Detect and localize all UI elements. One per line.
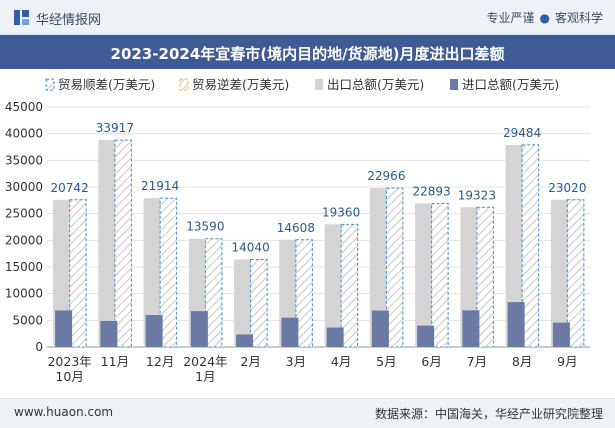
import-bar xyxy=(145,315,163,347)
import-bar xyxy=(371,310,389,347)
data-source: 数据来源：中国海关，华经产业研究院整理 xyxy=(374,407,603,421)
surplus-bar xyxy=(385,187,404,348)
x-tick-label: 2023年 xyxy=(47,354,91,369)
import-bar xyxy=(100,320,118,347)
y-tick-label: 30000 xyxy=(5,180,43,194)
import-bar xyxy=(281,317,299,347)
y-tick-label: 5000 xyxy=(12,313,43,327)
y-tick-label: 40000 xyxy=(5,127,43,141)
surplus-bar xyxy=(340,223,359,348)
y-tick-label: 15000 xyxy=(5,260,43,274)
x-tick-label: 2月 xyxy=(240,354,260,369)
legend-swatch-1 xyxy=(45,78,55,91)
x-tick-label: 12月 xyxy=(146,354,174,369)
data-label: 22966 xyxy=(367,169,405,183)
import-bar xyxy=(507,302,525,347)
title-bar: 2023-2024年宜春市(境内目的地/货源地)月度进出口差额 xyxy=(0,35,615,69)
data-labels: 20742 33917 21914 13590 14040 14608 19360 22966… xyxy=(51,121,587,254)
import-bar xyxy=(55,310,73,347)
x-tick-label: 6月 xyxy=(421,354,441,369)
data-label: 14608 xyxy=(277,221,315,235)
import-bar xyxy=(552,322,570,347)
surplus-bar xyxy=(250,259,268,348)
legend-label-1: 贸易顺差(万美元) xyxy=(58,77,155,92)
tagline-dot-icon: ● xyxy=(539,11,550,25)
x-tick-label: 8月 xyxy=(512,354,532,369)
data-label: 21914 xyxy=(141,179,179,193)
legend-label-2: 贸易逆差(万美元) xyxy=(192,77,289,92)
y-tick-label: 45000 xyxy=(5,100,43,114)
import-bar xyxy=(190,311,208,347)
data-label: 33917 xyxy=(96,121,134,135)
surplus-bar xyxy=(476,206,494,348)
bar-chart: 贸易顺差(万美元) 贸易逆差(万美元) 出口总额(万美元) 进口总额(万美元) 0 50… xyxy=(5,77,590,384)
bars xyxy=(53,139,585,348)
import-bar xyxy=(326,327,344,347)
gridlines xyxy=(47,106,590,348)
tagline: 专业严谨 ● 客观科学 xyxy=(486,9,603,26)
surplus-bar xyxy=(566,199,585,348)
x-tick-label: 2024年 xyxy=(183,354,227,369)
footer-bar: www.huaon.com 数据来源：中国海关，华经产业研究院整理 xyxy=(0,398,615,428)
x-tick-label: 7月 xyxy=(467,354,487,369)
legend-swatch-4 xyxy=(450,79,458,90)
x-tick-label: 11月 xyxy=(101,354,129,369)
y-axis-ticks: 0 5000 10000 15000 20000 25000 30000 35000 40000… xyxy=(5,100,43,354)
top-banner: 华经情报网 专业严谨 ● 客观科学 xyxy=(0,0,615,35)
legend-label-4: 进口总额(万美元) xyxy=(462,77,559,92)
data-label: 19323 xyxy=(458,188,496,202)
data-label: 19360 xyxy=(322,205,360,219)
x-tick-label: 9月 xyxy=(557,354,577,369)
x-tick-label: 10月 xyxy=(55,369,83,384)
x-tick-label: 1月 xyxy=(195,369,215,384)
surplus-bar xyxy=(431,203,449,348)
y-tick-label: 35000 xyxy=(5,153,43,167)
tagline-right: 客观科学 xyxy=(554,11,603,25)
surplus-bar xyxy=(159,197,178,348)
legend-label-3: 出口总额(万美元) xyxy=(327,77,424,92)
import-bar xyxy=(462,310,480,347)
surplus-bar xyxy=(521,144,540,348)
data-label: 13590 xyxy=(186,220,224,234)
data-label: 23020 xyxy=(548,181,586,195)
import-bar xyxy=(417,325,435,347)
surplus-bar xyxy=(204,238,223,348)
y-tick-label: 20000 xyxy=(5,233,43,247)
x-tick-label: 5月 xyxy=(376,354,396,369)
brand-name: 华经情报网 xyxy=(36,13,102,28)
chart-title: 2023-2024年宜春市(境内目的地/货源地)月度进出口差额 xyxy=(110,45,505,63)
huajing-logo-icon xyxy=(14,10,29,25)
data-label: 29484 xyxy=(503,126,541,140)
y-tick-label: 10000 xyxy=(5,287,43,301)
data-label: 22893 xyxy=(413,185,451,199)
y-tick-label: 25000 xyxy=(5,207,43,221)
chart-legend: 贸易顺差(万美元) 贸易逆差(万美元) 出口总额(万美元) 进口总额(万美元) xyxy=(45,77,559,92)
surplus-bar xyxy=(114,139,132,348)
surplus-bar xyxy=(295,239,313,348)
y-tick-label: 0 xyxy=(35,340,43,354)
x-tick-label: 4月 xyxy=(331,354,351,369)
data-label: 14040 xyxy=(232,241,270,255)
surplus-bar xyxy=(69,199,87,348)
tagline-left: 专业严谨 xyxy=(486,11,535,25)
import-bar xyxy=(236,334,254,347)
legend-swatch-3 xyxy=(315,79,323,90)
x-tick-label: 3月 xyxy=(286,354,306,369)
website-url[interactable]: www.huaon.com xyxy=(14,405,114,419)
data-label: 20742 xyxy=(51,181,89,195)
legend-swatch-2 xyxy=(179,78,189,91)
